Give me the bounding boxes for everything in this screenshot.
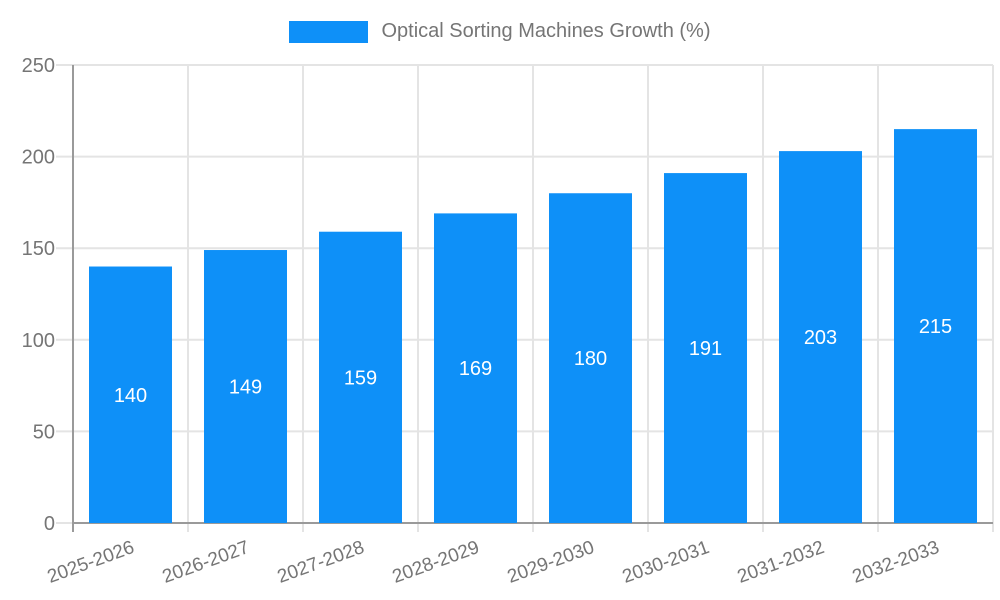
x-tick-label: 2032-2033 [850,537,943,588]
x-tick-label: 2026-2027 [160,537,253,588]
y-tick-label: 200 [22,147,55,169]
bar-value-label: 191 [689,338,722,360]
x-tick-label: 2030-2031 [620,537,713,588]
x-tick-label: 2029-2030 [505,537,598,588]
x-tick-label: 2031-2032 [735,537,828,588]
legend-swatch-icon [289,20,369,43]
y-tick-label: 150 [22,238,55,260]
bar-value-label: 159 [344,367,377,389]
bar-value-label: 169 [459,358,492,380]
y-tick-label: 100 [22,330,55,352]
bar-value-label: 203 [804,327,837,349]
bar-value-label: 149 [229,377,262,399]
bar[interactable] [434,213,517,523]
y-tick-label: 250 [22,55,55,77]
y-tick-label: 0 [44,513,55,535]
legend-item[interactable]: Optical Sorting Machines Growth (%) [289,20,711,43]
x-tick-label: 2027-2028 [275,537,368,588]
x-tick-label: 2028-2029 [390,537,483,588]
x-tick-label: 2025-2026 [45,537,138,588]
bar[interactable] [89,266,172,523]
bar[interactable] [319,231,402,523]
bar-value-label: 140 [114,385,147,407]
bar-value-label: 180 [574,348,607,370]
bar[interactable] [664,173,747,523]
bar[interactable] [779,151,862,523]
bar[interactable] [549,193,632,524]
legend: Optical Sorting Machines Growth (%) [0,20,1000,43]
legend-label: Optical Sorting Machines Growth (%) [381,20,711,42]
bar[interactable] [204,250,287,524]
bar-value-label: 215 [919,316,952,338]
y-tick-label: 50 [33,421,55,443]
bar[interactable] [894,129,977,523]
